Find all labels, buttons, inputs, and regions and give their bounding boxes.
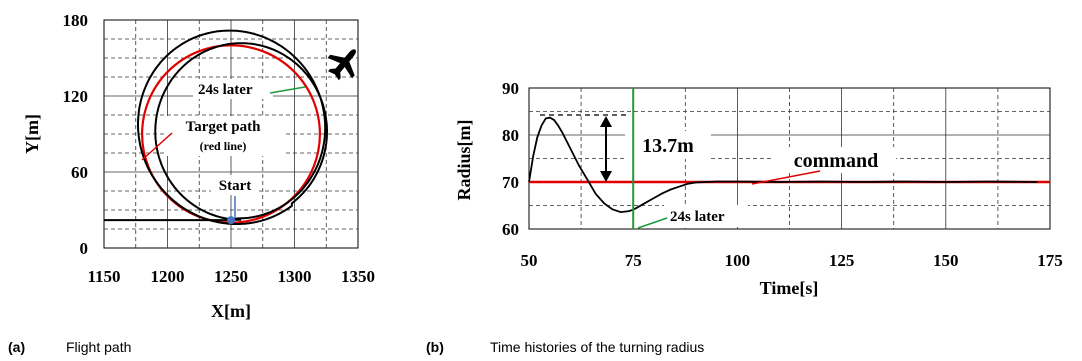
- y-tick-label: 90: [502, 79, 519, 98]
- target-label-line2: (red line): [200, 139, 247, 153]
- y-tick-label: 120: [63, 87, 89, 106]
- x-tick-label: 125: [829, 251, 855, 270]
- later-a-pointer: [269, 86, 306, 94]
- later-b-pointer: [637, 217, 668, 229]
- start-point: [227, 216, 235, 225]
- command-pointer: [751, 170, 821, 185]
- command-label: command: [794, 150, 878, 172]
- y-tick-label: 0: [80, 239, 89, 258]
- plot-a-xlabel: X[m]: [211, 301, 251, 321]
- delta-label: 13.7m: [642, 135, 694, 157]
- caption-b-label: (b): [426, 339, 444, 355]
- x-tick-label: 1150: [87, 267, 120, 286]
- x-tick-label: 75: [625, 251, 642, 270]
- y-tick-label: 80: [502, 126, 519, 145]
- plot-a-ylabel: Y[m]: [22, 114, 42, 154]
- x-tick-label: 1300: [278, 267, 312, 286]
- later-b-bg: [664, 205, 748, 227]
- plot-b-xlabel: Time[s]: [760, 278, 819, 298]
- panel-b: 50 75 100 125 150 175 60 70 80 90 Time[s] Radius[…: [454, 79, 1063, 298]
- x-tick-label: 50: [521, 251, 538, 270]
- x-tick-label: 100: [725, 251, 751, 270]
- caption-a-label: (a): [8, 339, 25, 355]
- airplane-icon: [327, 49, 356, 81]
- delta-arrow: [600, 116, 612, 182]
- x-tick-label: 1350: [341, 267, 375, 286]
- target-label-bg: [166, 116, 284, 156]
- caption-b-text: Time histories of the turning radius: [490, 339, 704, 355]
- plot-b-tick-labels: 50 75 100 125 150 175 60 70 80 90: [502, 79, 1063, 270]
- plot-b-ylabel: Radius[m]: [454, 119, 474, 200]
- later-a-label: 24s later: [198, 82, 253, 98]
- target-pointer: [141, 132, 173, 161]
- x-tick-label: 1200: [151, 267, 185, 286]
- flight-path-line: [104, 29, 328, 225]
- x-tick-label: 1250: [214, 267, 248, 286]
- y-tick-label: 60: [71, 163, 88, 182]
- plot-a-tick-labels: 1150 1200 1250 1300 1350 0 60 120 180: [63, 11, 376, 286]
- y-tick-label: 70: [502, 173, 519, 192]
- command-label-bg: [774, 147, 896, 173]
- y-tick-label: 60: [502, 220, 519, 239]
- x-tick-label: 150: [933, 251, 959, 270]
- later-a-bg: [193, 79, 273, 99]
- start-label-bg: [211, 175, 259, 195]
- start-label: Start: [219, 178, 252, 194]
- caption-a-text: Flight path: [66, 339, 131, 355]
- x-tick-label: 175: [1037, 251, 1063, 270]
- y-tick-label: 180: [63, 11, 89, 30]
- target-label-line1: Target path: [186, 119, 262, 135]
- later-b-label: 24s later: [670, 209, 725, 225]
- delta-label-bg: [625, 131, 711, 159]
